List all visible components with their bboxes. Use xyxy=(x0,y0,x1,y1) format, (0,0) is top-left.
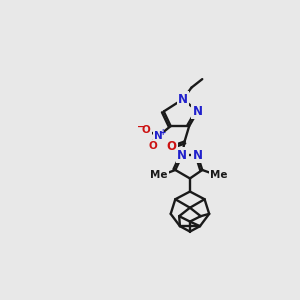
Text: +: + xyxy=(159,128,165,137)
Text: N: N xyxy=(178,93,188,106)
Text: N: N xyxy=(154,131,163,141)
Text: N: N xyxy=(193,149,202,162)
Text: N: N xyxy=(193,105,202,118)
Text: O: O xyxy=(142,125,150,135)
Text: O: O xyxy=(148,141,158,151)
Text: N: N xyxy=(177,149,187,162)
Text: Me: Me xyxy=(211,169,228,180)
Text: O: O xyxy=(167,140,176,153)
Text: Me: Me xyxy=(150,169,168,180)
Text: −: − xyxy=(137,122,146,132)
